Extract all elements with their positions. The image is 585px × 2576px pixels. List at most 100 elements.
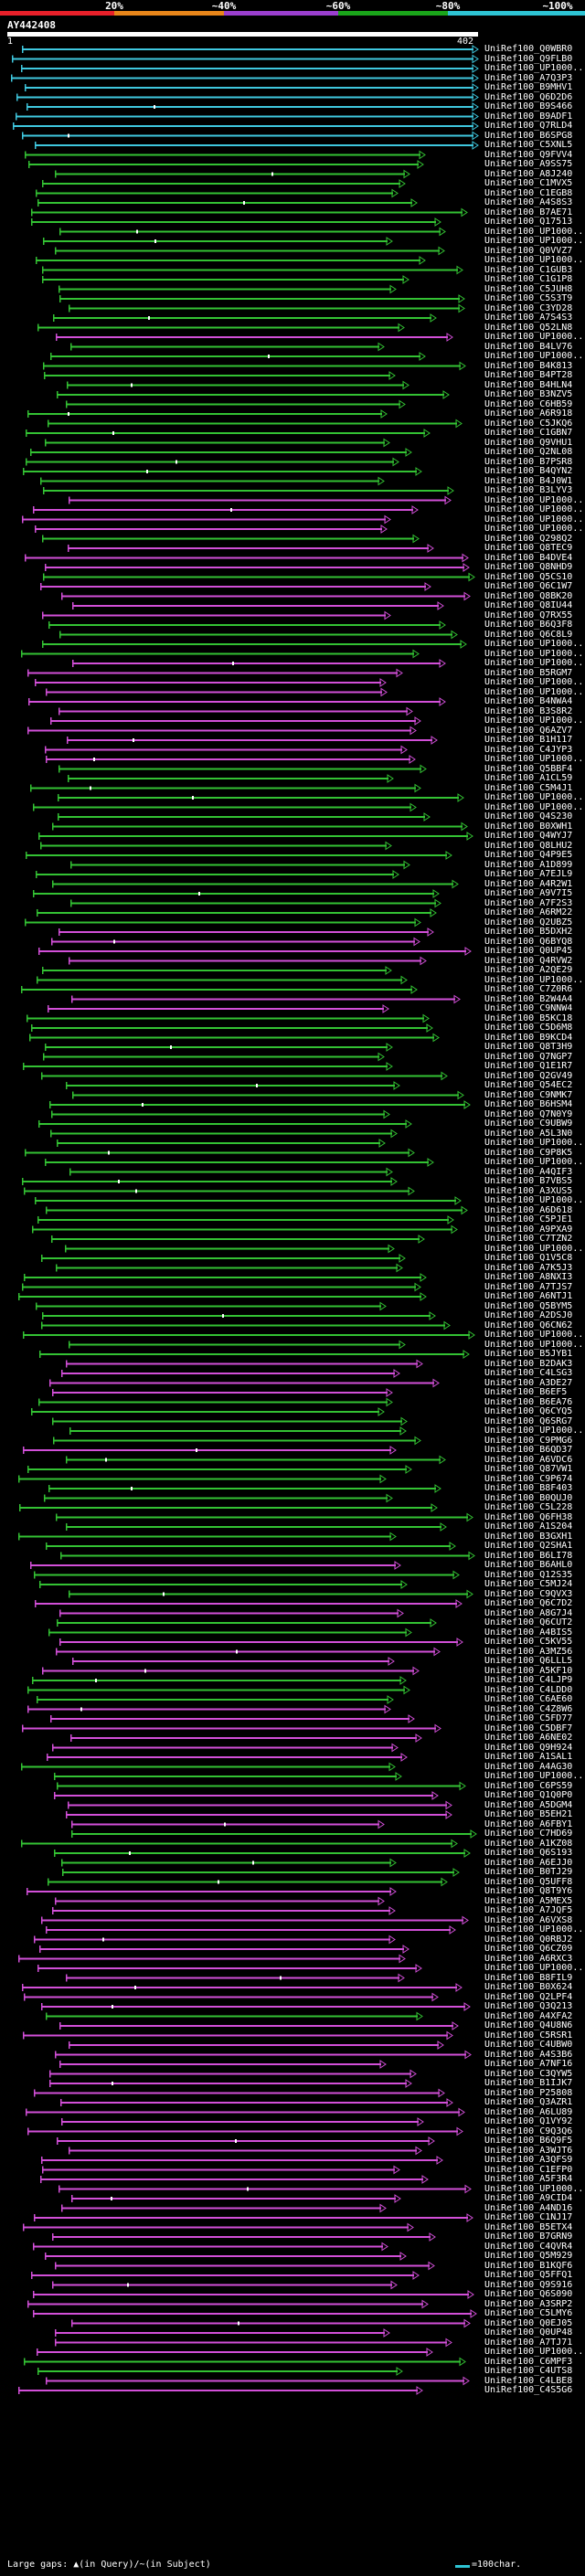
- hit-row[interactable]: [34, 1570, 460, 1580]
- hit-label[interactable]: UniRef100_UP1000...: [484, 974, 585, 985]
- hit-row[interactable]: [48, 1484, 441, 1493]
- hit-label[interactable]: UniRef100_B3NZV5: [484, 389, 573, 399]
- hit-label[interactable]: UniRef100_Q298Q2: [484, 533, 573, 544]
- hit-row[interactable]: [59, 2060, 387, 2069]
- hit-label[interactable]: UniRef100_C4QVR4: [484, 2241, 573, 2252]
- hit-row[interactable]: [33, 889, 440, 898]
- hit-row[interactable]: [37, 2348, 433, 2357]
- hit-row[interactable]: [30, 448, 412, 457]
- hit-label[interactable]: UniRef100_A4S3B6: [484, 2049, 573, 2060]
- hit-label[interactable]: UniRef100_A3QFS9: [484, 2155, 573, 2165]
- hit-row[interactable]: [21, 985, 418, 994]
- hit-label[interactable]: UniRef100_Q6S193: [484, 1848, 573, 1858]
- hit-label[interactable]: UniRef100_A4XFA2: [484, 2010, 573, 2021]
- hit-row[interactable]: [30, 1561, 401, 1570]
- hit-label[interactable]: UniRef100_UP1000...: [484, 658, 585, 668]
- hit-row[interactable]: [27, 409, 388, 419]
- hit-row[interactable]: [49, 1378, 440, 1388]
- hit-row[interactable]: [56, 1263, 403, 1273]
- hit-row[interactable]: [61, 1369, 400, 1378]
- hit-row[interactable]: [27, 1013, 430, 1023]
- hit-row[interactable]: [21, 649, 420, 659]
- hit-label[interactable]: UniRef100_Q17513: [484, 217, 573, 227]
- hit-label[interactable]: UniRef100_Q4WYJ7: [484, 831, 573, 841]
- hit-label[interactable]: UniRef100_B8F403: [484, 1483, 573, 1493]
- hit-row[interactable]: [36, 1301, 387, 1311]
- hit-label[interactable]: UniRef100_A5L3N0: [484, 1128, 573, 1139]
- hit-row[interactable]: [23, 1330, 475, 1340]
- hit-label[interactable]: UniRef100_A7F2S3: [484, 897, 573, 908]
- hit-label[interactable]: UniRef100_B0QUJ0: [484, 1492, 573, 1503]
- hit-row[interactable]: [32, 1224, 458, 1235]
- hit-row[interactable]: [37, 198, 418, 207]
- hit-row[interactable]: [42, 265, 463, 275]
- hit-label[interactable]: UniRef100_A9PXA9: [484, 1224, 573, 1235]
- hit-label[interactable]: UniRef100_A7TJS7: [484, 1281, 573, 1292]
- hit-row[interactable]: [55, 246, 445, 256]
- hit-row[interactable]: [49, 2069, 417, 2079]
- hit-row[interactable]: [42, 640, 467, 649]
- hit-label[interactable]: UniRef100_C5FD77: [484, 1713, 573, 1723]
- hit-row[interactable]: [26, 2107, 465, 2117]
- hit-row[interactable]: [72, 1657, 395, 1666]
- hit-label[interactable]: UniRef100_C6MPF3: [484, 2356, 573, 2367]
- hit-row[interactable]: [19, 1503, 438, 1512]
- hit-row[interactable]: [12, 54, 479, 64]
- hit-label[interactable]: UniRef100_UP1000...: [484, 801, 585, 812]
- hit-row[interactable]: [11, 73, 479, 83]
- hit-row[interactable]: [27, 1465, 412, 1474]
- hit-row[interactable]: [22, 131, 479, 141]
- hit-label[interactable]: UniRef100_C4LSG3: [484, 1368, 573, 1378]
- hit-row[interactable]: [46, 2376, 470, 2386]
- hit-label[interactable]: UniRef100_B6AHL0: [484, 1560, 573, 1570]
- hit-label[interactable]: UniRef100_UP1000...: [484, 226, 585, 237]
- hit-label[interactable]: UniRef100_B1KQF6: [484, 2260, 573, 2271]
- hit-row[interactable]: [39, 1350, 470, 1359]
- hit-label[interactable]: UniRef100_Q8BK20: [484, 590, 573, 601]
- hit-row[interactable]: [29, 1033, 440, 1043]
- hit-row[interactable]: [52, 822, 468, 832]
- hit-label[interactable]: UniRef100_B3LYV3: [484, 485, 573, 495]
- hit-row[interactable]: [47, 1753, 408, 1762]
- hit-row[interactable]: [43, 486, 454, 495]
- hit-label[interactable]: UniRef100_B3GXH1: [484, 1531, 573, 1542]
- hit-row[interactable]: [23, 1446, 397, 1455]
- hit-row[interactable]: [58, 928, 434, 937]
- hit-label[interactable]: UniRef100_C4LDD0: [484, 1684, 573, 1695]
- hit-label[interactable]: UniRef100_A1CL59: [484, 773, 573, 783]
- hit-row[interactable]: [58, 706, 413, 716]
- hit-row[interactable]: [23, 2030, 453, 2041]
- hit-label[interactable]: UniRef100_Q5BYM5: [484, 1300, 573, 1311]
- hit-row[interactable]: [25, 83, 479, 92]
- hit-label[interactable]: UniRef100_Q0UP45: [484, 946, 573, 956]
- hit-row[interactable]: [51, 1235, 425, 1244]
- hit-label[interactable]: UniRef100_B1IJK7: [484, 2078, 573, 2088]
- hit-row[interactable]: [50, 1129, 398, 1139]
- hit-label[interactable]: UniRef100_B3S8R2: [484, 705, 573, 716]
- hit-row[interactable]: [42, 610, 391, 620]
- hit-row[interactable]: [37, 1964, 422, 1973]
- hit-label[interactable]: UniRef100_C9NNW4: [484, 1003, 573, 1013]
- hit-row[interactable]: [71, 1829, 477, 1839]
- hit-label[interactable]: UniRef100_B9S466: [484, 101, 573, 111]
- hit-label[interactable]: UniRef100_A3DE27: [484, 1377, 573, 1388]
- hit-row[interactable]: [45, 745, 408, 755]
- hit-label[interactable]: UniRef100_UP1000...: [484, 686, 585, 697]
- hit-row[interactable]: [18, 1954, 406, 1964]
- hit-label[interactable]: UniRef100_B4DVE4: [484, 552, 573, 563]
- hit-row[interactable]: [16, 92, 479, 102]
- hit-label[interactable]: UniRef100_UP1000...: [484, 1771, 585, 1781]
- hit-row[interactable]: [33, 2290, 474, 2299]
- hit-row[interactable]: [35, 678, 387, 687]
- hit-row[interactable]: [24, 2357, 466, 2367]
- hit-row[interactable]: [16, 111, 479, 122]
- hit-label[interactable]: UniRef100_B0TJ29: [484, 1867, 573, 1877]
- hit-row[interactable]: [66, 1455, 446, 1465]
- hit-label[interactable]: UniRef100_B5JYB1: [484, 1349, 573, 1359]
- hit-label[interactable]: UniRef100_Q4U8N6: [484, 2020, 573, 2030]
- hit-label[interactable]: UniRef100_Q9FVV4: [484, 149, 573, 160]
- hit-row[interactable]: [70, 860, 410, 870]
- hit-label[interactable]: UniRef100_Q6LLL5: [484, 1656, 573, 1666]
- hit-row[interactable]: [72, 601, 444, 610]
- hit-row[interactable]: [53, 313, 437, 323]
